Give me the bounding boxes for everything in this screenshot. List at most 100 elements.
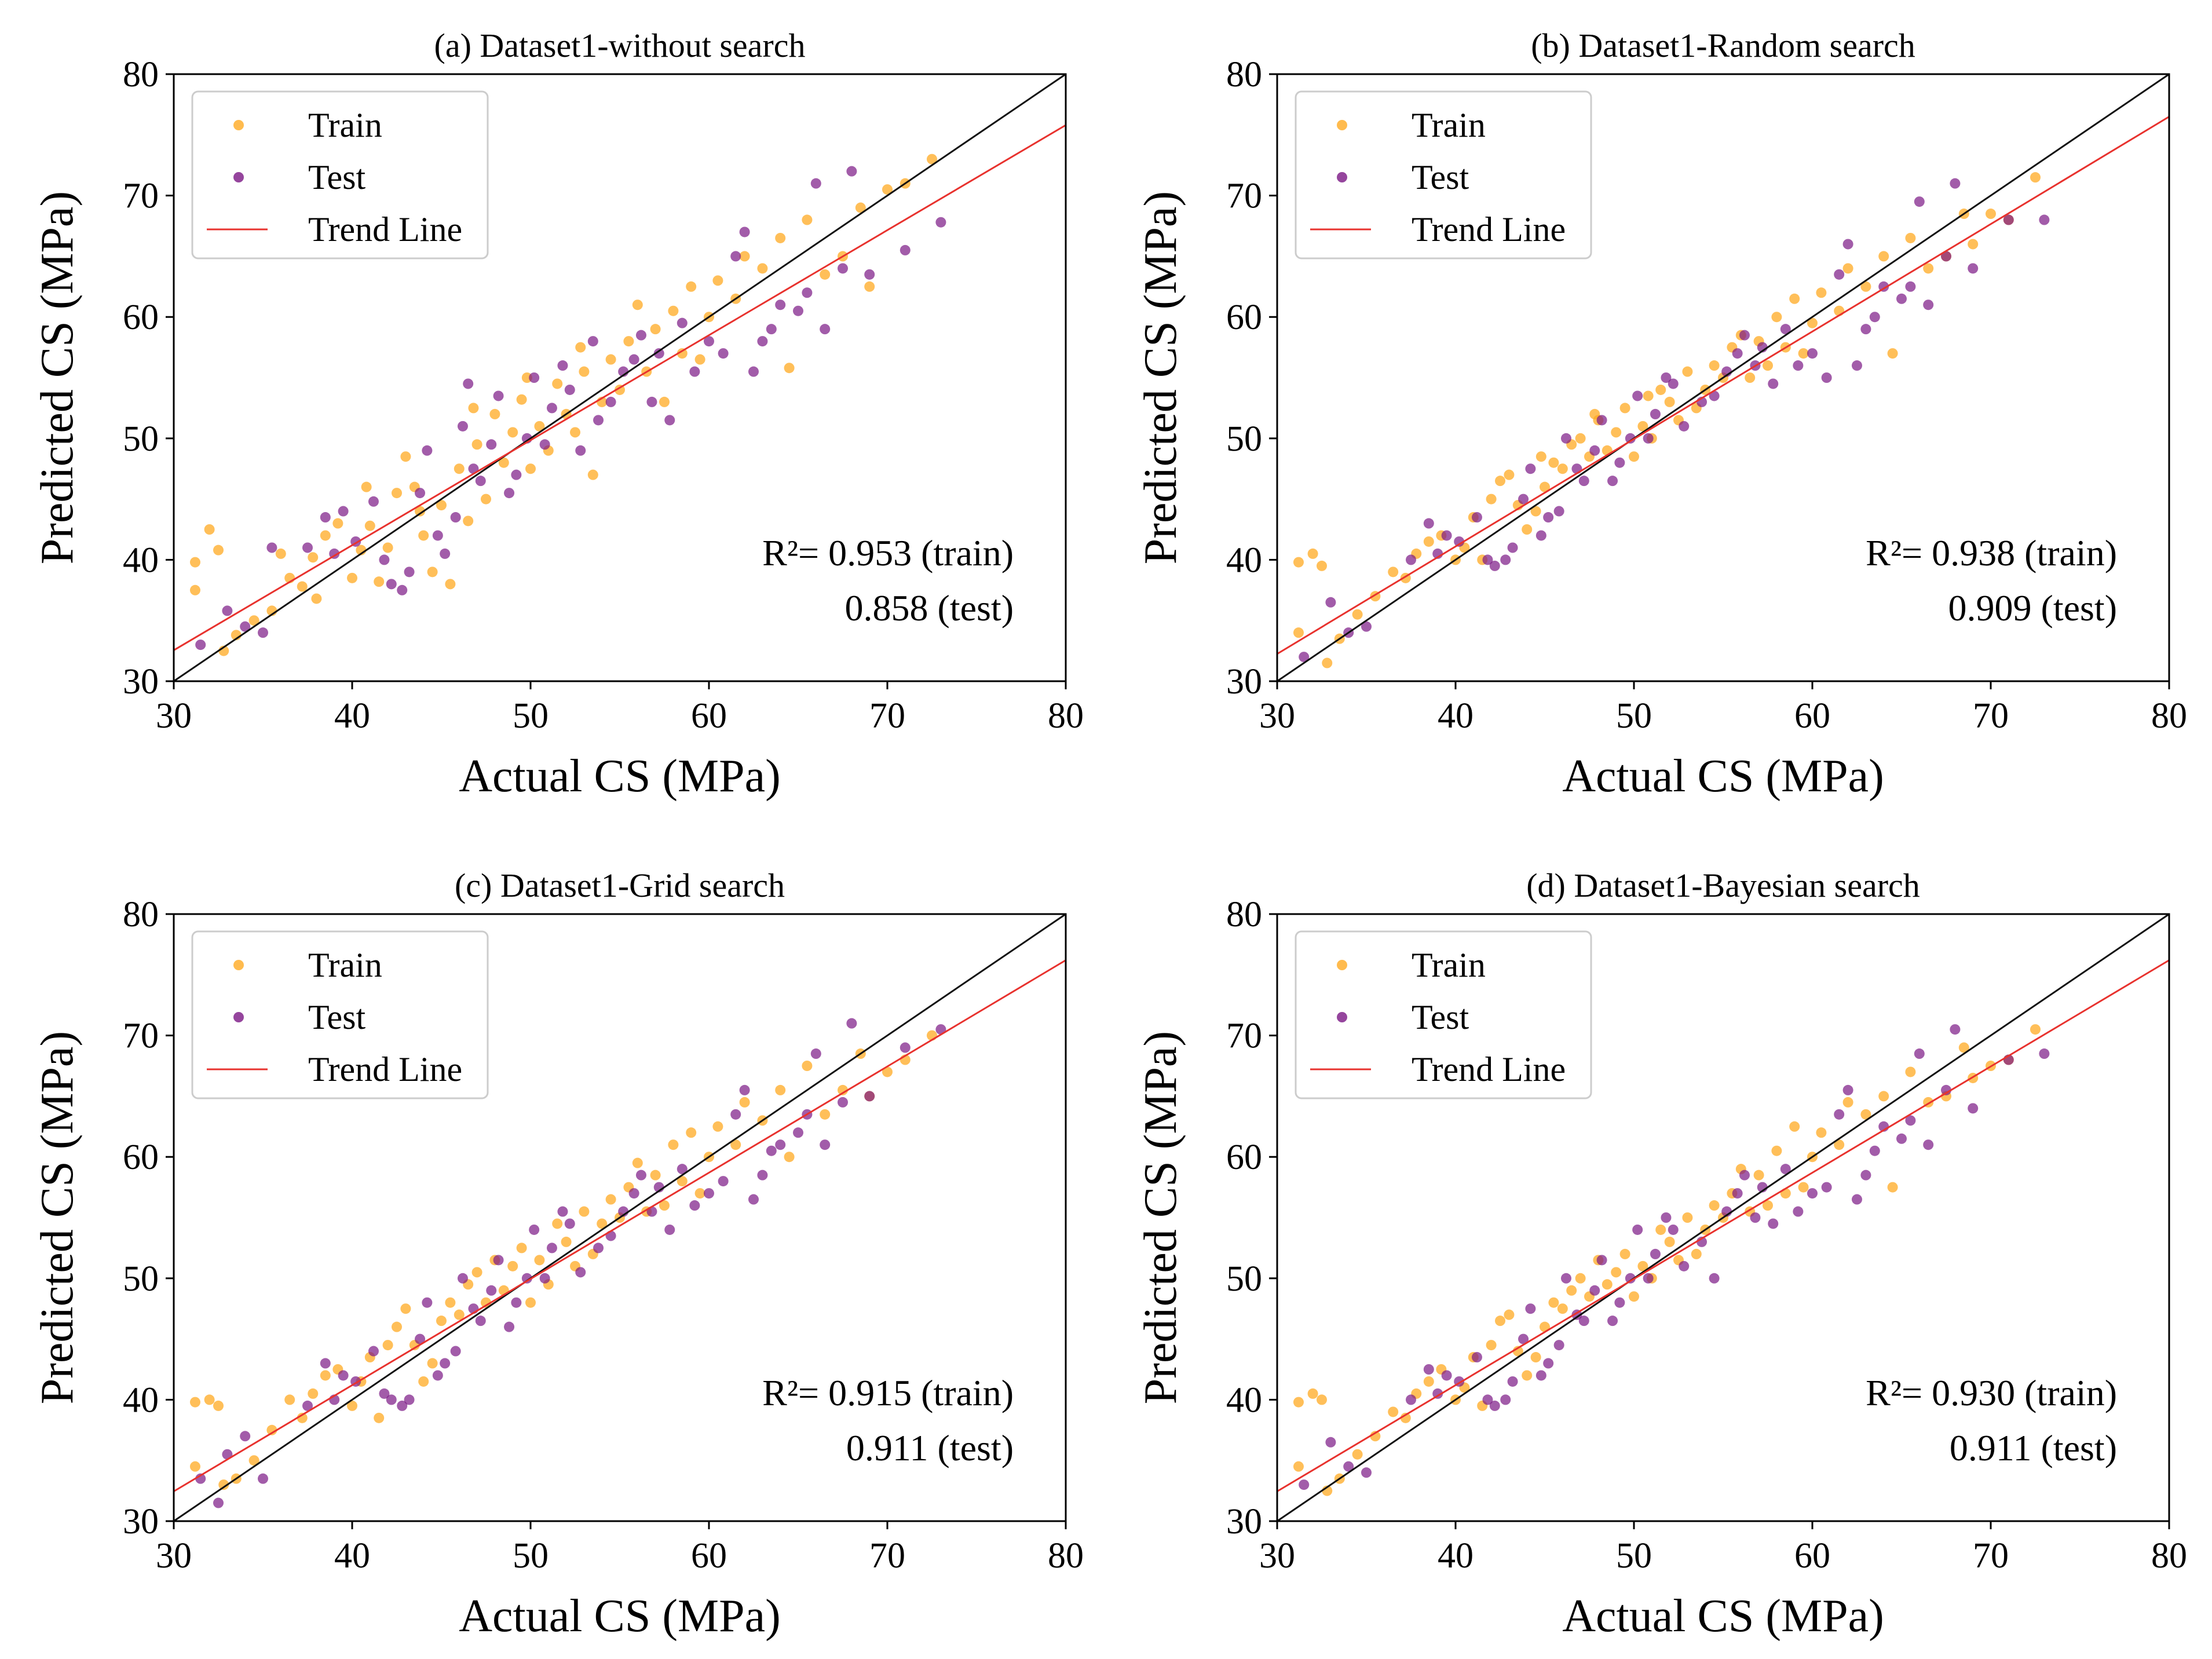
test-point <box>338 1370 349 1381</box>
panels: (a) Dataset1-without search 30 40 50 60 70 80 3… <box>32 27 2187 1642</box>
test-point <box>240 621 251 632</box>
train-point <box>1842 263 1853 274</box>
test-point <box>266 542 277 553</box>
train-point <box>927 154 937 165</box>
test-point <box>757 1170 768 1181</box>
test-point <box>1780 324 1791 335</box>
test-point <box>1869 1145 1880 1156</box>
test-point <box>1923 299 1934 310</box>
legend-test-marker <box>233 1012 244 1022</box>
x-axis-label: Actual CS (MPa) <box>1562 1591 1884 1642</box>
test-point <box>689 1200 700 1211</box>
plot-area <box>1277 74 2169 681</box>
test-point <box>557 1206 568 1217</box>
train-point <box>802 214 813 225</box>
test-point <box>404 1394 415 1405</box>
test-point <box>1914 196 1925 207</box>
x-tick-label: 70 <box>869 1536 905 1576</box>
test-point <box>689 366 700 377</box>
train-point <box>213 545 224 556</box>
y-tick-label: 80 <box>123 55 159 94</box>
test-point <box>1968 263 1979 274</box>
y-tick-label: 50 <box>1226 419 1262 459</box>
train-point <box>1923 263 1934 274</box>
train-point <box>1317 560 1327 571</box>
legend-label: Test <box>1412 998 1469 1036</box>
test-point <box>1543 512 1554 523</box>
y-tick-label: 70 <box>1226 177 1262 216</box>
train-point <box>1293 627 1304 638</box>
test-point <box>628 1188 639 1199</box>
test-point <box>766 1145 777 1156</box>
test-point <box>504 1321 515 1332</box>
train-point <box>1557 1303 1568 1314</box>
test-point <box>1661 1212 1672 1223</box>
test-point <box>646 396 657 407</box>
test-point <box>1950 1024 1961 1035</box>
train-point <box>1905 1066 1916 1077</box>
test-point <box>1482 1394 1493 1405</box>
test-point <box>748 1194 759 1205</box>
test-point <box>529 1224 540 1235</box>
legend: Train Test Trend Line <box>1295 90 1592 260</box>
train-point <box>1816 287 1827 298</box>
train-point <box>882 184 893 195</box>
plot-area <box>174 914 1066 1521</box>
train-point <box>1887 348 1898 359</box>
train-point <box>1504 469 1515 480</box>
train-point <box>204 1394 215 1405</box>
train-point <box>534 1255 545 1266</box>
train-point <box>1745 372 1756 383</box>
test-point <box>302 542 313 553</box>
y-axis-label: Predicted CS (MPa) <box>32 191 83 564</box>
test-point <box>1614 457 1625 468</box>
test-point <box>664 1224 675 1235</box>
x-tick-label: 80 <box>2151 1536 2187 1576</box>
x-tick-label: 30 <box>156 1536 192 1576</box>
train-point <box>489 408 500 419</box>
y-tick-label: 60 <box>1226 1138 1262 1177</box>
train-point <box>864 281 875 292</box>
train-point <box>1643 390 1654 401</box>
train-point <box>1834 1139 1845 1150</box>
train-point <box>1968 239 1979 250</box>
legend-label: Test <box>1412 158 1469 196</box>
legend-test-marker <box>1337 172 1347 182</box>
x-tick-label: 60 <box>691 1536 727 1576</box>
train-point <box>820 1109 831 1120</box>
train-point <box>382 1340 393 1351</box>
test-point <box>450 512 461 523</box>
train-point <box>1789 1121 1800 1132</box>
x-tick-label: 50 <box>513 1536 549 1576</box>
series-test <box>1299 178 2050 663</box>
test-point <box>1500 1394 1511 1405</box>
train-point <box>1548 1297 1559 1308</box>
train-point <box>1655 1224 1666 1235</box>
test-point <box>320 512 331 523</box>
test-point <box>704 336 714 347</box>
y-axis-label: Predicted CS (MPa) <box>1135 1031 1186 1404</box>
train-point <box>361 481 372 492</box>
train-point <box>427 567 438 578</box>
test-point <box>338 506 349 517</box>
train-point <box>297 581 308 592</box>
test-point <box>1361 1467 1372 1478</box>
series-train <box>1293 172 2041 668</box>
test-point <box>546 1243 557 1254</box>
r2-train-annotation: R²= 0.915 (train) <box>762 1372 1014 1413</box>
test-point <box>521 1273 532 1284</box>
test-point <box>463 378 474 389</box>
train-point <box>694 1188 705 1199</box>
train-point <box>436 1315 447 1327</box>
train-point <box>1522 524 1533 535</box>
test-point <box>1525 1303 1536 1314</box>
legend-box <box>1295 90 1592 260</box>
r2-test-annotation: 0.858 (test) <box>845 587 1014 628</box>
train-point <box>374 1412 385 1423</box>
axes-frame <box>1276 73 2170 682</box>
test-point <box>1914 1048 1925 1059</box>
y-tick-label: 30 <box>123 662 159 701</box>
test-point <box>1834 1109 1845 1120</box>
train-point <box>1352 609 1363 620</box>
r2-train-annotation: R²= 0.953 (train) <box>762 532 1014 573</box>
